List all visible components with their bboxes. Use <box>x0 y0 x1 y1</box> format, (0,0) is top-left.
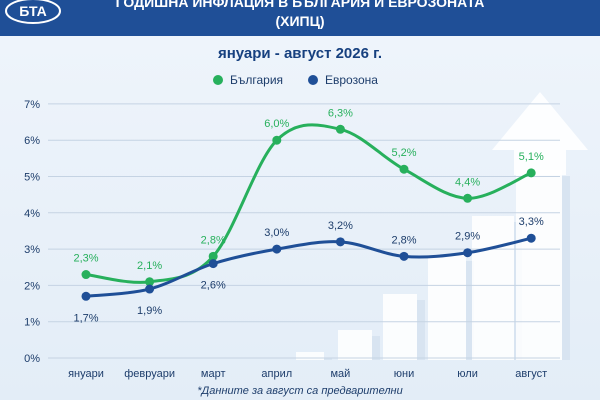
data-point-eurozone <box>335 237 345 247</box>
x-tick-label: май <box>330 368 350 380</box>
x-tick-label: август <box>515 368 547 380</box>
data-label-bulgaria: 6,0% <box>264 118 289 130</box>
series-line-bulgaria <box>84 123 533 284</box>
data-point-bulgaria <box>463 193 473 203</box>
chart-title: ГОДИШНА ИНФЛАЦИЯ В БЪЛГАРИЯ И ЕВРОЗОНАТА <box>115 0 485 10</box>
header-bar <box>0 0 600 36</box>
data-label-bulgaria: 2,1% <box>137 260 162 272</box>
legend-marker-eurozone <box>308 75 318 85</box>
legend: България Еврозона <box>0 73 600 91</box>
bta-logo: БТА <box>5 0 61 24</box>
chart-subtitle: януари - август 2026 г. <box>217 45 383 62</box>
decor-bar <box>296 352 324 360</box>
decor-arrow <box>492 92 588 175</box>
y-tick-label: 6% <box>24 135 40 147</box>
y-tick-label: 2% <box>24 280 40 292</box>
data-point-bulgaria <box>145 277 155 287</box>
data-point-bulgaria <box>399 164 409 174</box>
bta-logo-text: БТА <box>19 3 47 19</box>
legend-item-bulgaria: България <box>213 73 283 87</box>
y-tick-label: 0% <box>24 353 40 365</box>
legend-item-eurozone: Еврозона <box>308 73 378 87</box>
x-tick-label: март <box>201 368 226 380</box>
data-label-eurozone: 2,6% <box>201 280 226 292</box>
data-point-eurozone <box>526 233 536 243</box>
data-label-bulgaria: 6,3% <box>328 107 353 119</box>
data-point-bulgaria <box>81 270 91 280</box>
data-label-bulgaria: 2,3% <box>73 253 98 265</box>
y-tick-label: 7% <box>24 99 40 111</box>
data-label-eurozone: 1,7% <box>73 312 98 324</box>
decor-bar <box>428 255 466 360</box>
x-tick-label: януари <box>68 368 104 380</box>
decor-bar <box>383 294 417 360</box>
data-label-bulgaria: 4,4% <box>455 176 480 188</box>
legend-label-bulgaria: България <box>230 73 284 87</box>
data-point-bulgaria <box>272 135 282 145</box>
series-line-eurozone <box>84 236 533 298</box>
data-label-bulgaria: 2,8% <box>201 234 226 246</box>
decor-bar <box>472 216 514 360</box>
data-point-eurozone <box>208 259 218 269</box>
decor-bar-side <box>466 261 474 360</box>
data-point-eurozone <box>399 251 409 261</box>
data-label-eurozone: 3,3% <box>519 216 544 228</box>
footnote: *Данните за август са предварителни <box>197 385 403 397</box>
decor-bar-side <box>324 358 332 360</box>
data-point-bulgaria <box>335 124 345 134</box>
data-label-eurozone: 2,9% <box>455 231 480 243</box>
data-point-eurozone <box>272 244 282 254</box>
data-label-bulgaria: 5,1% <box>519 151 544 163</box>
legend-marker-bulgaria <box>213 75 223 85</box>
data-point-eurozone <box>145 284 155 294</box>
data-label-eurozone: 1,9% <box>137 305 162 317</box>
y-tick-label: 3% <box>24 244 40 256</box>
y-tick-label: 1% <box>24 317 40 329</box>
x-tick-label: февруари <box>124 368 175 380</box>
chart-title-abbrev: (ХИПЦ) <box>275 13 325 29</box>
decor-bar <box>338 330 372 360</box>
decor-bar <box>516 170 562 360</box>
data-label-eurozone: 2,8% <box>391 234 416 246</box>
data-point-eurozone <box>463 248 473 258</box>
data-label-eurozone: 3,0% <box>264 227 289 239</box>
x-tick-label: април <box>261 368 292 380</box>
decor-bar-side <box>562 176 570 360</box>
x-tick-label: юли <box>457 368 478 380</box>
data-point-bulgaria <box>526 168 536 178</box>
y-tick-label: 4% <box>24 208 40 220</box>
y-tick-label: 5% <box>24 172 40 184</box>
legend-label-eurozone: Еврозона <box>325 73 378 87</box>
data-label-eurozone: 3,2% <box>328 220 353 232</box>
data-point-eurozone <box>81 291 91 301</box>
decor-bar-side <box>372 336 380 360</box>
x-tick-label: юни <box>394 368 414 380</box>
decor-bar-side <box>417 300 425 360</box>
data-point-bulgaria <box>208 251 218 261</box>
data-label-bulgaria: 5,2% <box>391 147 416 159</box>
